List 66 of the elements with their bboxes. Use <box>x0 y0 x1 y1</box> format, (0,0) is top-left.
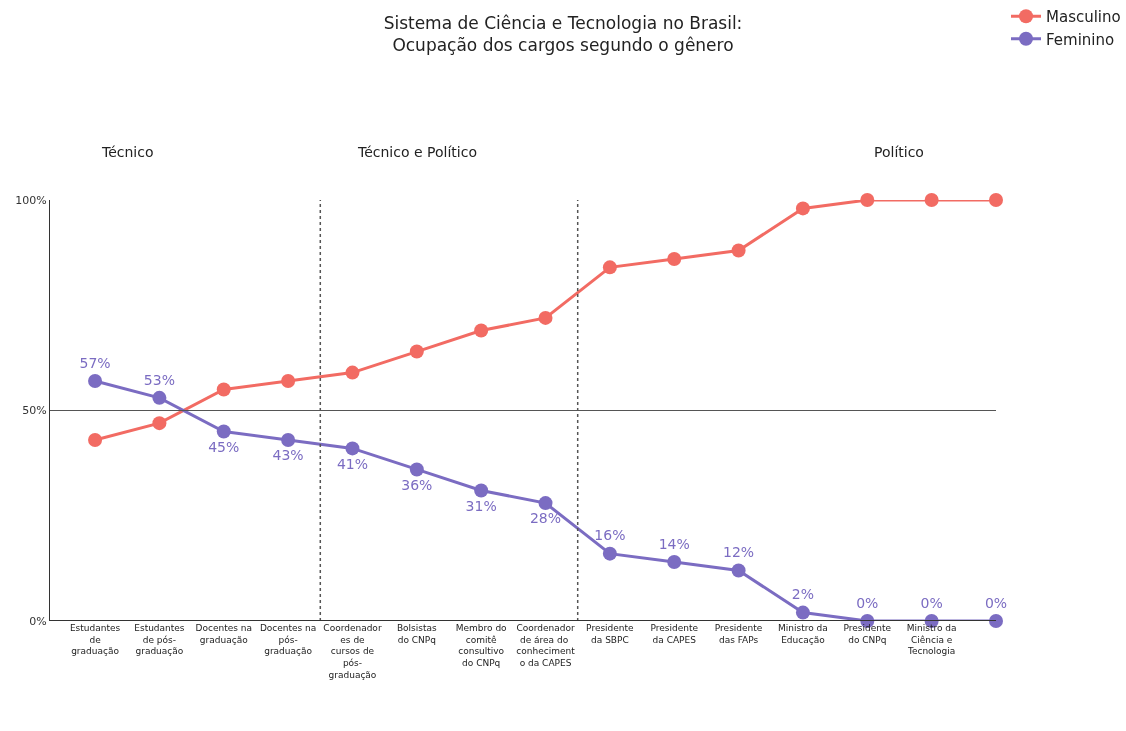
data-label: 0% <box>984 594 1008 611</box>
data-label: 2% <box>791 586 815 603</box>
point <box>216 424 231 439</box>
x-tick-label: Docentes na graduação <box>195 623 252 645</box>
x-tick-label: Ministro da Ciência e Tecnologia <box>906 623 957 657</box>
legend-label: Feminino <box>1046 30 1115 49</box>
point <box>924 193 939 207</box>
data-label: 45% <box>208 438 240 455</box>
point <box>409 462 424 477</box>
x-tick-label: Membro do comitê consultivo do CNPq <box>455 623 508 669</box>
point <box>474 323 489 338</box>
data-label: 14% <box>658 535 690 552</box>
point <box>345 441 360 456</box>
point <box>989 614 1003 628</box>
point <box>88 374 103 389</box>
point <box>731 243 746 258</box>
point <box>409 344 424 359</box>
point <box>538 310 553 325</box>
point <box>474 483 489 498</box>
point <box>281 374 296 389</box>
chart-title: Sistema de Ciência e Tecnologia no Brasil: Ocupação dos cargos segundo o gênero <box>383 13 743 56</box>
data-label: 31% <box>465 497 497 514</box>
x-tick-label: Bolsistas do CNPq <box>396 623 438 645</box>
x-tick-label: Estudantes de pós-graduação <box>134 623 185 657</box>
data-label: 12% <box>723 544 755 561</box>
point <box>667 555 682 570</box>
text: Técnico <box>101 144 154 160</box>
point <box>731 563 746 578</box>
point <box>602 260 617 275</box>
x-tick-label: Presidente das FAPs <box>714 623 763 645</box>
y-tick-label: 50% <box>22 404 47 418</box>
x-tick-label: Estudantes de graduação <box>69 623 121 657</box>
point <box>152 390 167 405</box>
point <box>795 605 810 620</box>
point <box>602 546 617 561</box>
point <box>88 432 103 447</box>
data-label: 28% <box>529 510 562 527</box>
data-label: 41% <box>336 455 369 472</box>
point <box>345 365 360 380</box>
x-tick-label: Presidente do CNPq <box>843 623 892 645</box>
point <box>216 382 231 397</box>
point <box>989 193 1003 207</box>
point <box>667 251 682 266</box>
point <box>281 432 296 447</box>
data-label: 0% <box>920 594 943 611</box>
data-label: 16% <box>594 527 626 544</box>
text: Técnico e Político <box>357 144 477 160</box>
x-tick-label: Ministro da Educação <box>778 623 828 645</box>
data-label: 36% <box>401 476 433 493</box>
y-tick-label: 100% <box>15 193 47 207</box>
x-tick-label: Presidente da SBPC <box>586 623 635 645</box>
point <box>538 496 553 511</box>
text: Político <box>874 144 924 160</box>
point <box>860 193 875 207</box>
data-label: 57% <box>79 354 111 371</box>
y-tick-label: 0% <box>29 614 47 628</box>
data-label: 53% <box>143 371 175 388</box>
x-tick-label: Docentes na pós-graduação <box>259 623 317 657</box>
legend-label: Masculino <box>1046 8 1121 27</box>
x-tick-label: Presidente da CAPES <box>650 623 699 645</box>
data-label: 43% <box>272 447 304 464</box>
x-tick-label: Coordenadores de cursos de pós-graduação <box>323 623 382 680</box>
x-tick-label: Coordenador de área do conhecimento da CAPES <box>516 623 576 669</box>
point <box>795 201 810 216</box>
data-label: 0% <box>856 594 879 611</box>
point <box>152 416 167 431</box>
